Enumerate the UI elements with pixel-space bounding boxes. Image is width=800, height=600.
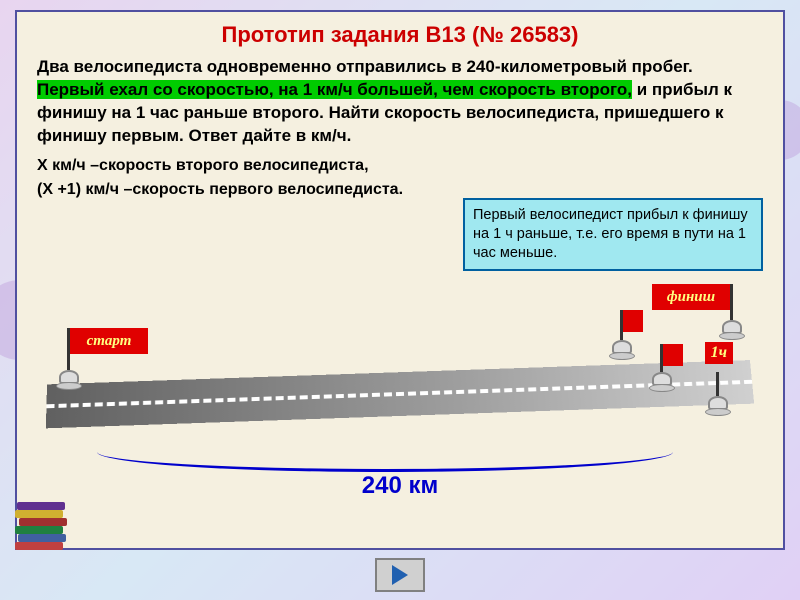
slide-title: Прототип задания B13 (№ 26583)	[37, 22, 763, 48]
marker-flag-2	[660, 344, 663, 372]
distance-curve	[97, 432, 673, 472]
road	[46, 360, 754, 428]
distance-label: 240 км	[362, 472, 438, 500]
book	[17, 502, 65, 510]
next-button[interactable]	[375, 558, 425, 592]
book	[15, 526, 63, 534]
slide-frame: Прототип задания B13 (№ 26583) Два велос…	[15, 10, 785, 550]
marker-flag-3	[716, 372, 719, 396]
problem-text: Два велосипедиста одновременно отправили…	[37, 56, 763, 148]
time-gap-label: 1ч	[705, 342, 733, 364]
hint-callout: Первый велосипедист прибыл к финишу на 1…	[463, 198, 763, 271]
problem-highlight: Первый ехал со скоростью, на 1 км/ч боль…	[37, 80, 632, 99]
next-icon	[392, 565, 408, 585]
problem-part1: Два велосипедиста одновременно отправили…	[37, 57, 693, 76]
start-flag: старт	[67, 328, 70, 370]
race-diagram: старт финиш 1ч 240 км	[37, 332, 763, 502]
start-label: старт	[70, 328, 148, 354]
var-line-1: Х км/ч –скорость второго велосипедиста,	[37, 154, 763, 178]
marker-flag-1	[620, 310, 623, 340]
book	[19, 518, 67, 526]
book	[15, 542, 63, 550]
finish-flag: финиш	[730, 284, 733, 320]
book	[15, 510, 63, 518]
book	[18, 534, 66, 542]
road-dashes	[46, 380, 752, 408]
variables-block: Х км/ч –скорость второго велосипедиста, …	[37, 154, 763, 202]
books-decoration	[15, 490, 75, 550]
finish-label: финиш	[652, 284, 730, 310]
